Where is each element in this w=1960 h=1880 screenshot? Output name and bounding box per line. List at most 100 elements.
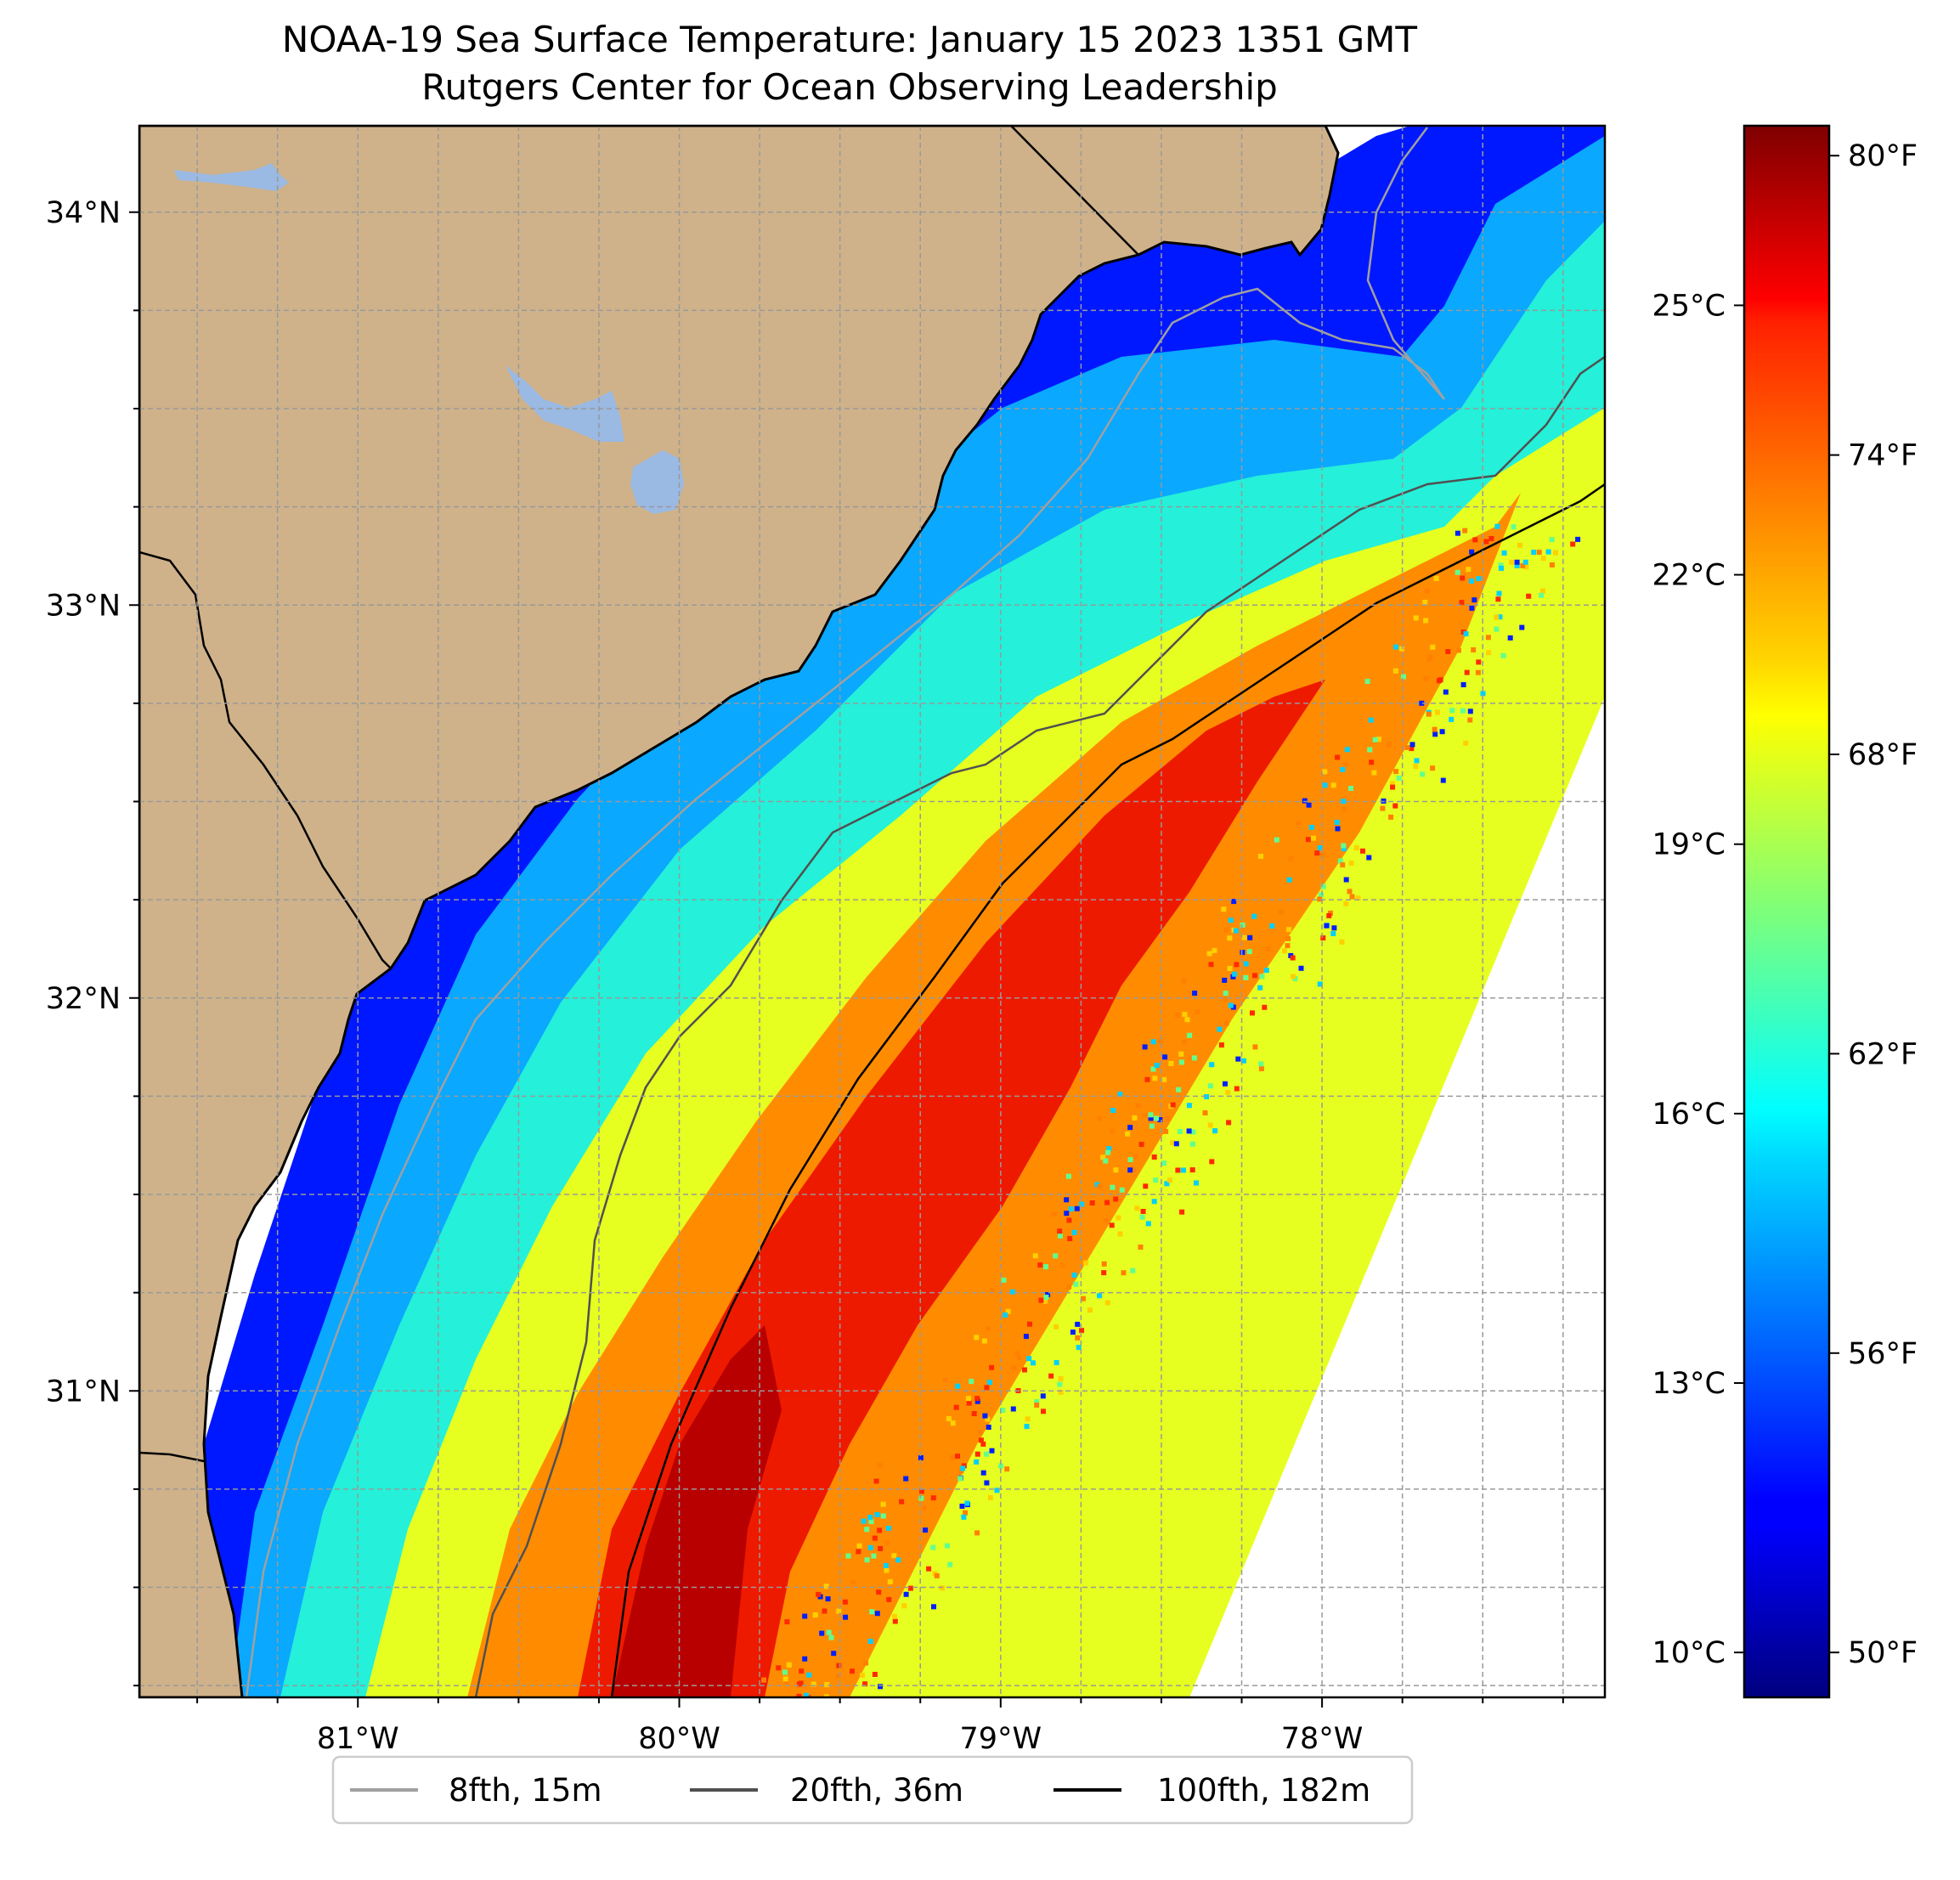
sst-speckle [947,1561,953,1567]
sst-speckle [1081,1296,1086,1301]
sst-speckle [1460,682,1466,687]
sst-speckle [1449,708,1455,714]
sst-speckle [1151,1199,1157,1205]
sst-speckle [998,1463,1003,1469]
sst-speckle [1322,769,1328,775]
sst-speckle [1087,1307,1093,1313]
sst-speckle [1285,943,1291,949]
sst-speckle [1075,1335,1081,1341]
sst-speckle [1153,1177,1159,1183]
sst-speckle [1037,1262,1043,1268]
sst-speckle [828,1634,834,1640]
sst-speckle [1317,845,1323,850]
sst-speckle [1390,784,1396,790]
sst-speckle [971,1411,977,1416]
sst-speckle [1422,600,1428,605]
sst-speckle [883,1562,889,1568]
sst-speckle [1257,985,1263,991]
sst-speckle [1227,935,1233,941]
sst-speckle [1286,927,1292,933]
sst-speckle [1168,1060,1174,1066]
sst-speckle [1290,955,1296,961]
sst-speckle [823,1694,829,1697]
map-plot [139,126,1605,1713]
colorbar-f-label: 62°F [1848,1037,1918,1071]
sst-speckle [1262,1004,1268,1010]
sst-speckle [1038,1297,1044,1303]
sst-speckle [1463,740,1469,746]
sst-speckle [1549,562,1555,567]
sst-speckle [1051,1211,1057,1217]
sst-speckle [1498,562,1504,568]
sst-speckle [1305,837,1311,843]
sst-speckle [923,1527,929,1533]
sst-speckle [776,1665,782,1671]
state-border-ga-fl [139,1451,205,1463]
sst-speckle [867,1699,872,1704]
sst-speckle [1366,855,1372,861]
sst-speckle [864,1557,870,1563]
sst-speckle [1367,747,1373,753]
sst-speckle [1117,1231,1123,1237]
sst-speckle [1471,597,1477,603]
sst-speckle [1436,678,1442,684]
sst-speckle [1130,1267,1136,1273]
sst-speckle [989,1364,995,1370]
sst-speckle [1175,1013,1181,1019]
state-border-nc-sc [1010,126,1139,256]
sst-speckle [1179,1209,1185,1215]
sst-speckle [1041,1409,1046,1414]
map-subtitle: Rutgers Center for Ocean Observing Leade… [421,66,1278,108]
sst-speckle [1331,925,1337,931]
sst-speckle [1119,1187,1125,1193]
sst-speckle [1149,1123,1155,1129]
sst-speckle [1393,769,1399,775]
sst-speckle [1500,652,1506,658]
sst-speckle [1342,761,1348,767]
sst-speckle [878,1684,884,1690]
colorbar [1743,124,1831,1699]
sst-speckle [1089,1200,1095,1205]
sst-speckle [784,1619,790,1625]
sst-speckle [1182,1039,1188,1045]
sst-speckle [1549,537,1555,543]
sst-speckle [1296,821,1302,827]
sst-speckle [1353,845,1359,851]
sst-speckle [958,1468,964,1474]
sst-speckle [867,1639,873,1644]
sst-speckle [1142,1044,1148,1050]
sst-speckle [1330,782,1336,788]
sst-speckle [903,1591,909,1597]
sst-speckle [1097,1115,1103,1121]
sst-speckle [1165,1115,1171,1121]
sst-speckle [1298,965,1304,971]
sst-speckle [1076,1345,1082,1351]
sst-speckle [786,1708,791,1713]
sst-speckle [1349,894,1355,900]
sst-speckle [856,1549,861,1555]
sst-speckle [1308,824,1314,830]
sst-speckle [1454,569,1460,575]
contour-8fth [245,127,1446,1697]
sst-speckle [1127,1125,1133,1131]
sst-speckle [1306,802,1312,808]
sst-speckle [1188,1055,1194,1061]
sst-speckle [1499,565,1505,571]
sst-speckle [1368,717,1374,723]
sst-speckle [874,1511,880,1517]
lake-moultrie [630,450,684,514]
sst-speckle [1520,562,1526,568]
sst-speckle [1348,861,1354,866]
lake-marion [506,365,624,442]
sst-speckle [957,1476,963,1482]
sst-speckle [977,1430,983,1436]
sst-speckle [1288,855,1294,861]
sst-speckle [1475,669,1481,675]
sst-speckle [871,1553,877,1559]
sst-speckle [1514,562,1520,568]
sst-speckle [1057,1228,1063,1234]
sst-speckle [1347,889,1353,895]
sst-speckle [1207,1122,1213,1128]
sst-speckle [1501,550,1507,556]
sst-speckle [1058,1375,1064,1381]
